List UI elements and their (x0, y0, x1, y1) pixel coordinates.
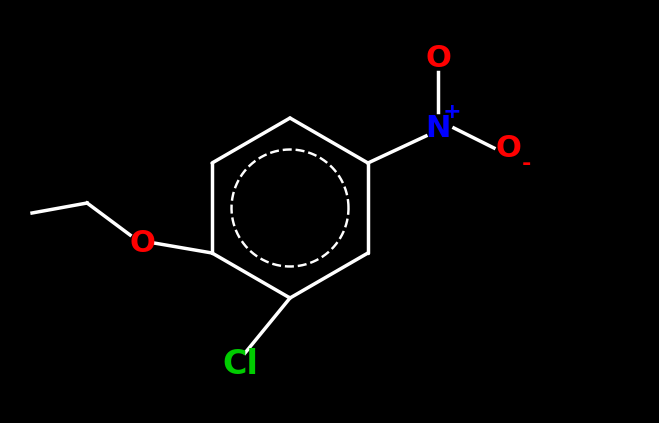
Text: Cl: Cl (222, 349, 258, 382)
Text: +: + (443, 102, 461, 122)
Text: N: N (425, 113, 451, 143)
Text: O: O (425, 44, 451, 72)
Text: O: O (129, 228, 155, 258)
Text: O: O (495, 134, 521, 162)
Text: -: - (521, 154, 530, 174)
